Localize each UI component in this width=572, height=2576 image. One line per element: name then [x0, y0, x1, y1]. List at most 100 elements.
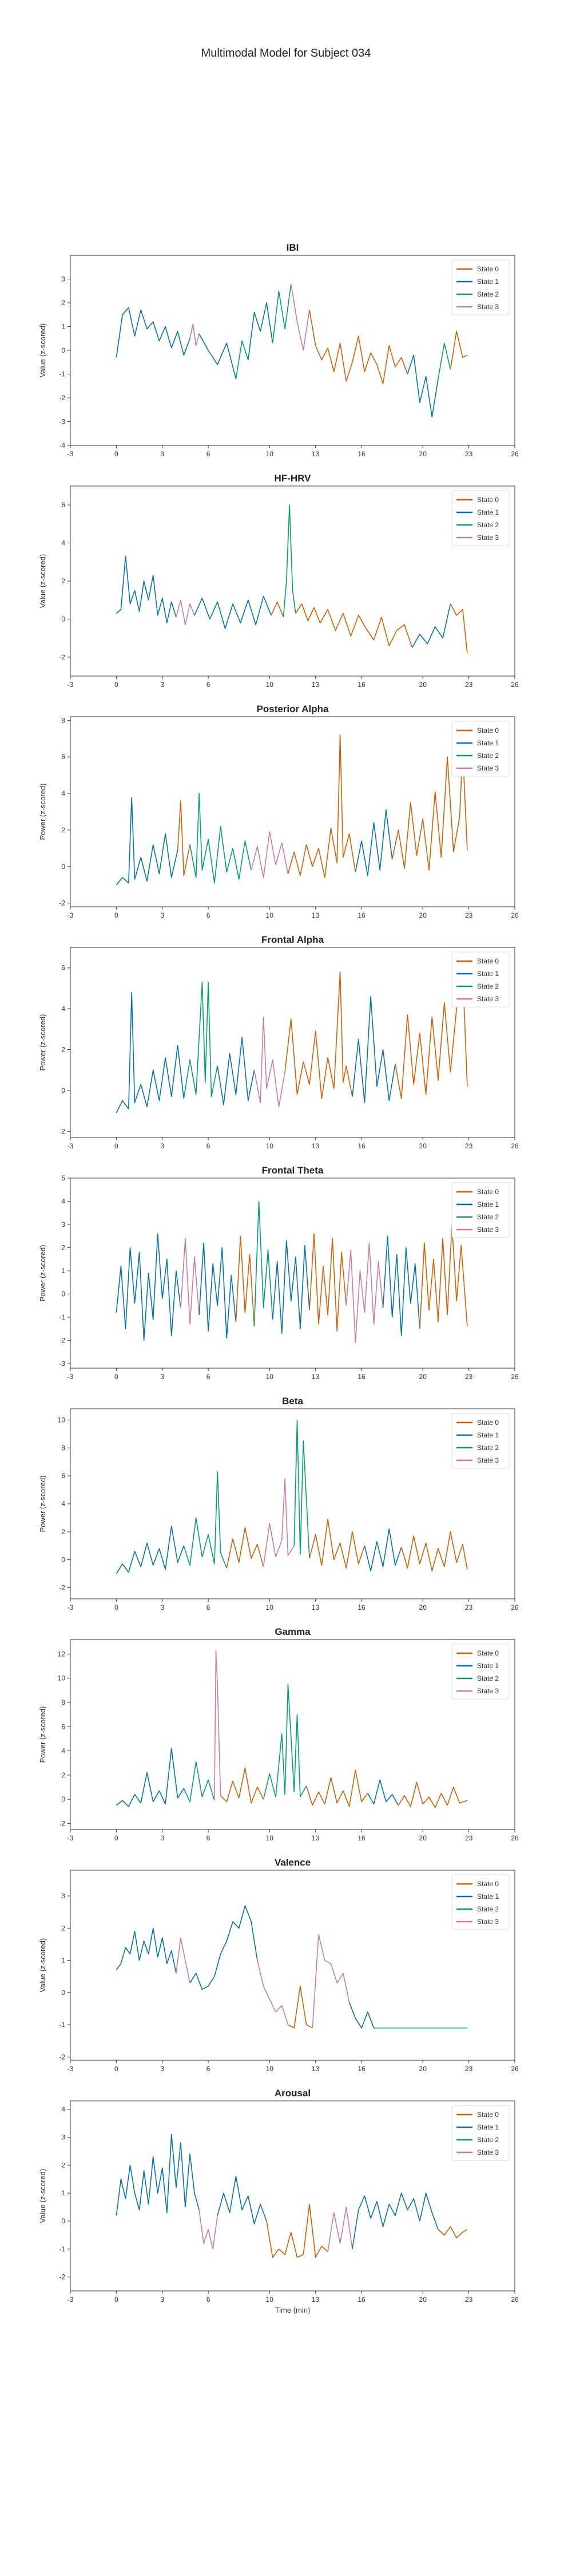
legend-label: State 3 [477, 995, 499, 1003]
x-tick-label: 16 [357, 1603, 366, 1611]
y-tick-label: 4 [61, 2105, 65, 2113]
x-tick-label: 3 [160, 2296, 164, 2304]
x-tick-label: 10 [266, 450, 274, 458]
x-tick-label: 3 [160, 1603, 164, 1611]
x-tick-label: 3 [160, 681, 164, 689]
legend-label: State 1 [477, 508, 499, 516]
series-line [248, 302, 273, 360]
series-group [116, 504, 468, 654]
x-tick-label: 20 [419, 1142, 427, 1150]
series-line [355, 809, 393, 876]
y-tick-label: 0 [61, 1795, 65, 1803]
legend-label: State 1 [477, 970, 499, 978]
series-line [198, 1242, 237, 1339]
x-tick-label: 16 [357, 2296, 366, 2304]
series-line [176, 599, 195, 626]
legend-label: State 2 [477, 1444, 499, 1452]
series-line [391, 749, 468, 871]
chart-panel: Frontal Theta-3 0 3 6 10 13 16 20 23 26-3-2-10123… [38, 1165, 519, 1381]
x-tick-label: 13 [312, 450, 320, 458]
legend-label: State 0 [477, 1880, 499, 1888]
x-tick-label: 10 [266, 2065, 274, 2073]
series-line [183, 1471, 228, 1568]
x-tick-label: -3 [67, 2296, 74, 2304]
legend-label: State 1 [477, 1662, 499, 1670]
legend-label: State 2 [477, 752, 499, 760]
chart-panel: HF-HRV -3 0 3 6 10 13 16 20 23 26 -2 0 2 4 6 Value (z-sc… [38, 473, 519, 689]
series-line [116, 2134, 200, 2216]
x-tick-label: 23 [465, 1603, 473, 1611]
series-line [288, 1985, 313, 2029]
series-line [438, 2226, 468, 2238]
y-tick-label: -2 [59, 653, 65, 661]
legend-label: State 1 [477, 2123, 499, 2131]
series-line [364, 1528, 402, 1571]
x-tick-label: 6 [206, 1834, 210, 1842]
x-tick-label: 13 [312, 911, 320, 919]
y-axis-label: Power (z-scored) [38, 784, 47, 840]
x-tick-label: -3 [67, 450, 74, 458]
series-line [450, 330, 468, 370]
y-tick-label: 2 [61, 1045, 65, 1053]
series-line [382, 1235, 420, 1337]
x-tick-label: 6 [206, 450, 210, 458]
series-line [198, 2210, 218, 2250]
x-tick-label: 23 [465, 1142, 473, 1150]
series-line [320, 609, 413, 648]
legend-label: State 2 [477, 2136, 499, 2144]
y-tick-label: -2 [59, 1819, 65, 1827]
y-tick-label: 8 [61, 1444, 65, 1452]
y-tick-label: 2 [61, 2161, 65, 2169]
series-line [283, 504, 296, 618]
series-line [116, 555, 177, 623]
x-tick-label: 16 [357, 1142, 366, 1150]
legend: State 0 State 1 State 2 State 3 [451, 259, 510, 315]
y-tick-label: 4 [61, 1500, 65, 1508]
x-tick-label: 26 [511, 1373, 519, 1381]
legend-box [451, 1413, 510, 1469]
legend-label: State 0 [477, 2111, 499, 2119]
series-line [116, 1748, 184, 1807]
series-line [348, 2002, 375, 2029]
series-line [180, 1238, 200, 1325]
x-tick-label: 16 [357, 911, 366, 919]
x-tick-label: 20 [419, 911, 427, 919]
series-line [398, 1781, 468, 1808]
x-tick-label: 20 [419, 681, 427, 689]
y-tick-label: 8 [61, 716, 65, 724]
y-tick-label: 1 [61, 1267, 65, 1275]
x-tick-label: -3 [67, 911, 74, 919]
chart-title: Frontal Theta [262, 1165, 324, 1176]
series-group [116, 2134, 468, 2258]
series-line [263, 1684, 295, 1800]
legend-label: State 3 [477, 1456, 499, 1464]
legend-label: State 0 [477, 265, 499, 273]
plot-frame [70, 1178, 515, 1369]
y-tick-label: 5 [61, 1174, 65, 1182]
y-axis-label: Power (z-scored) [38, 1245, 47, 1302]
series-line [235, 1235, 255, 1327]
legend-label: State 3 [477, 303, 499, 311]
x-tick-label: 10 [266, 1603, 274, 1611]
x-tick-label: 6 [206, 681, 210, 689]
x-tick-label: 23 [465, 2296, 473, 2304]
x-tick-label: 23 [465, 450, 473, 458]
legend-label: State 2 [477, 521, 499, 529]
series-line [450, 603, 468, 654]
series-line [214, 1905, 258, 1977]
plot-frame [70, 716, 515, 907]
legend-box [451, 721, 510, 777]
y-tick-label: 2 [61, 1243, 65, 1251]
chart-panel: Beta -3 0 3 6 10 13 16 20 23 26 -2 0 2 4 6 8 10 Power (z-s… [38, 1396, 519, 1611]
x-tick-label: 13 [312, 1834, 320, 1842]
chart-title: Beta [282, 1396, 303, 1406]
legend-label: State 3 [477, 534, 499, 542]
legend-label: State 0 [477, 1419, 499, 1427]
series-line [352, 995, 396, 1104]
y-tick-label: 2 [61, 577, 65, 585]
chart-title: HF-HRV [275, 473, 312, 484]
x-tick-label: 0 [114, 450, 118, 458]
series-group [116, 1200, 468, 1344]
